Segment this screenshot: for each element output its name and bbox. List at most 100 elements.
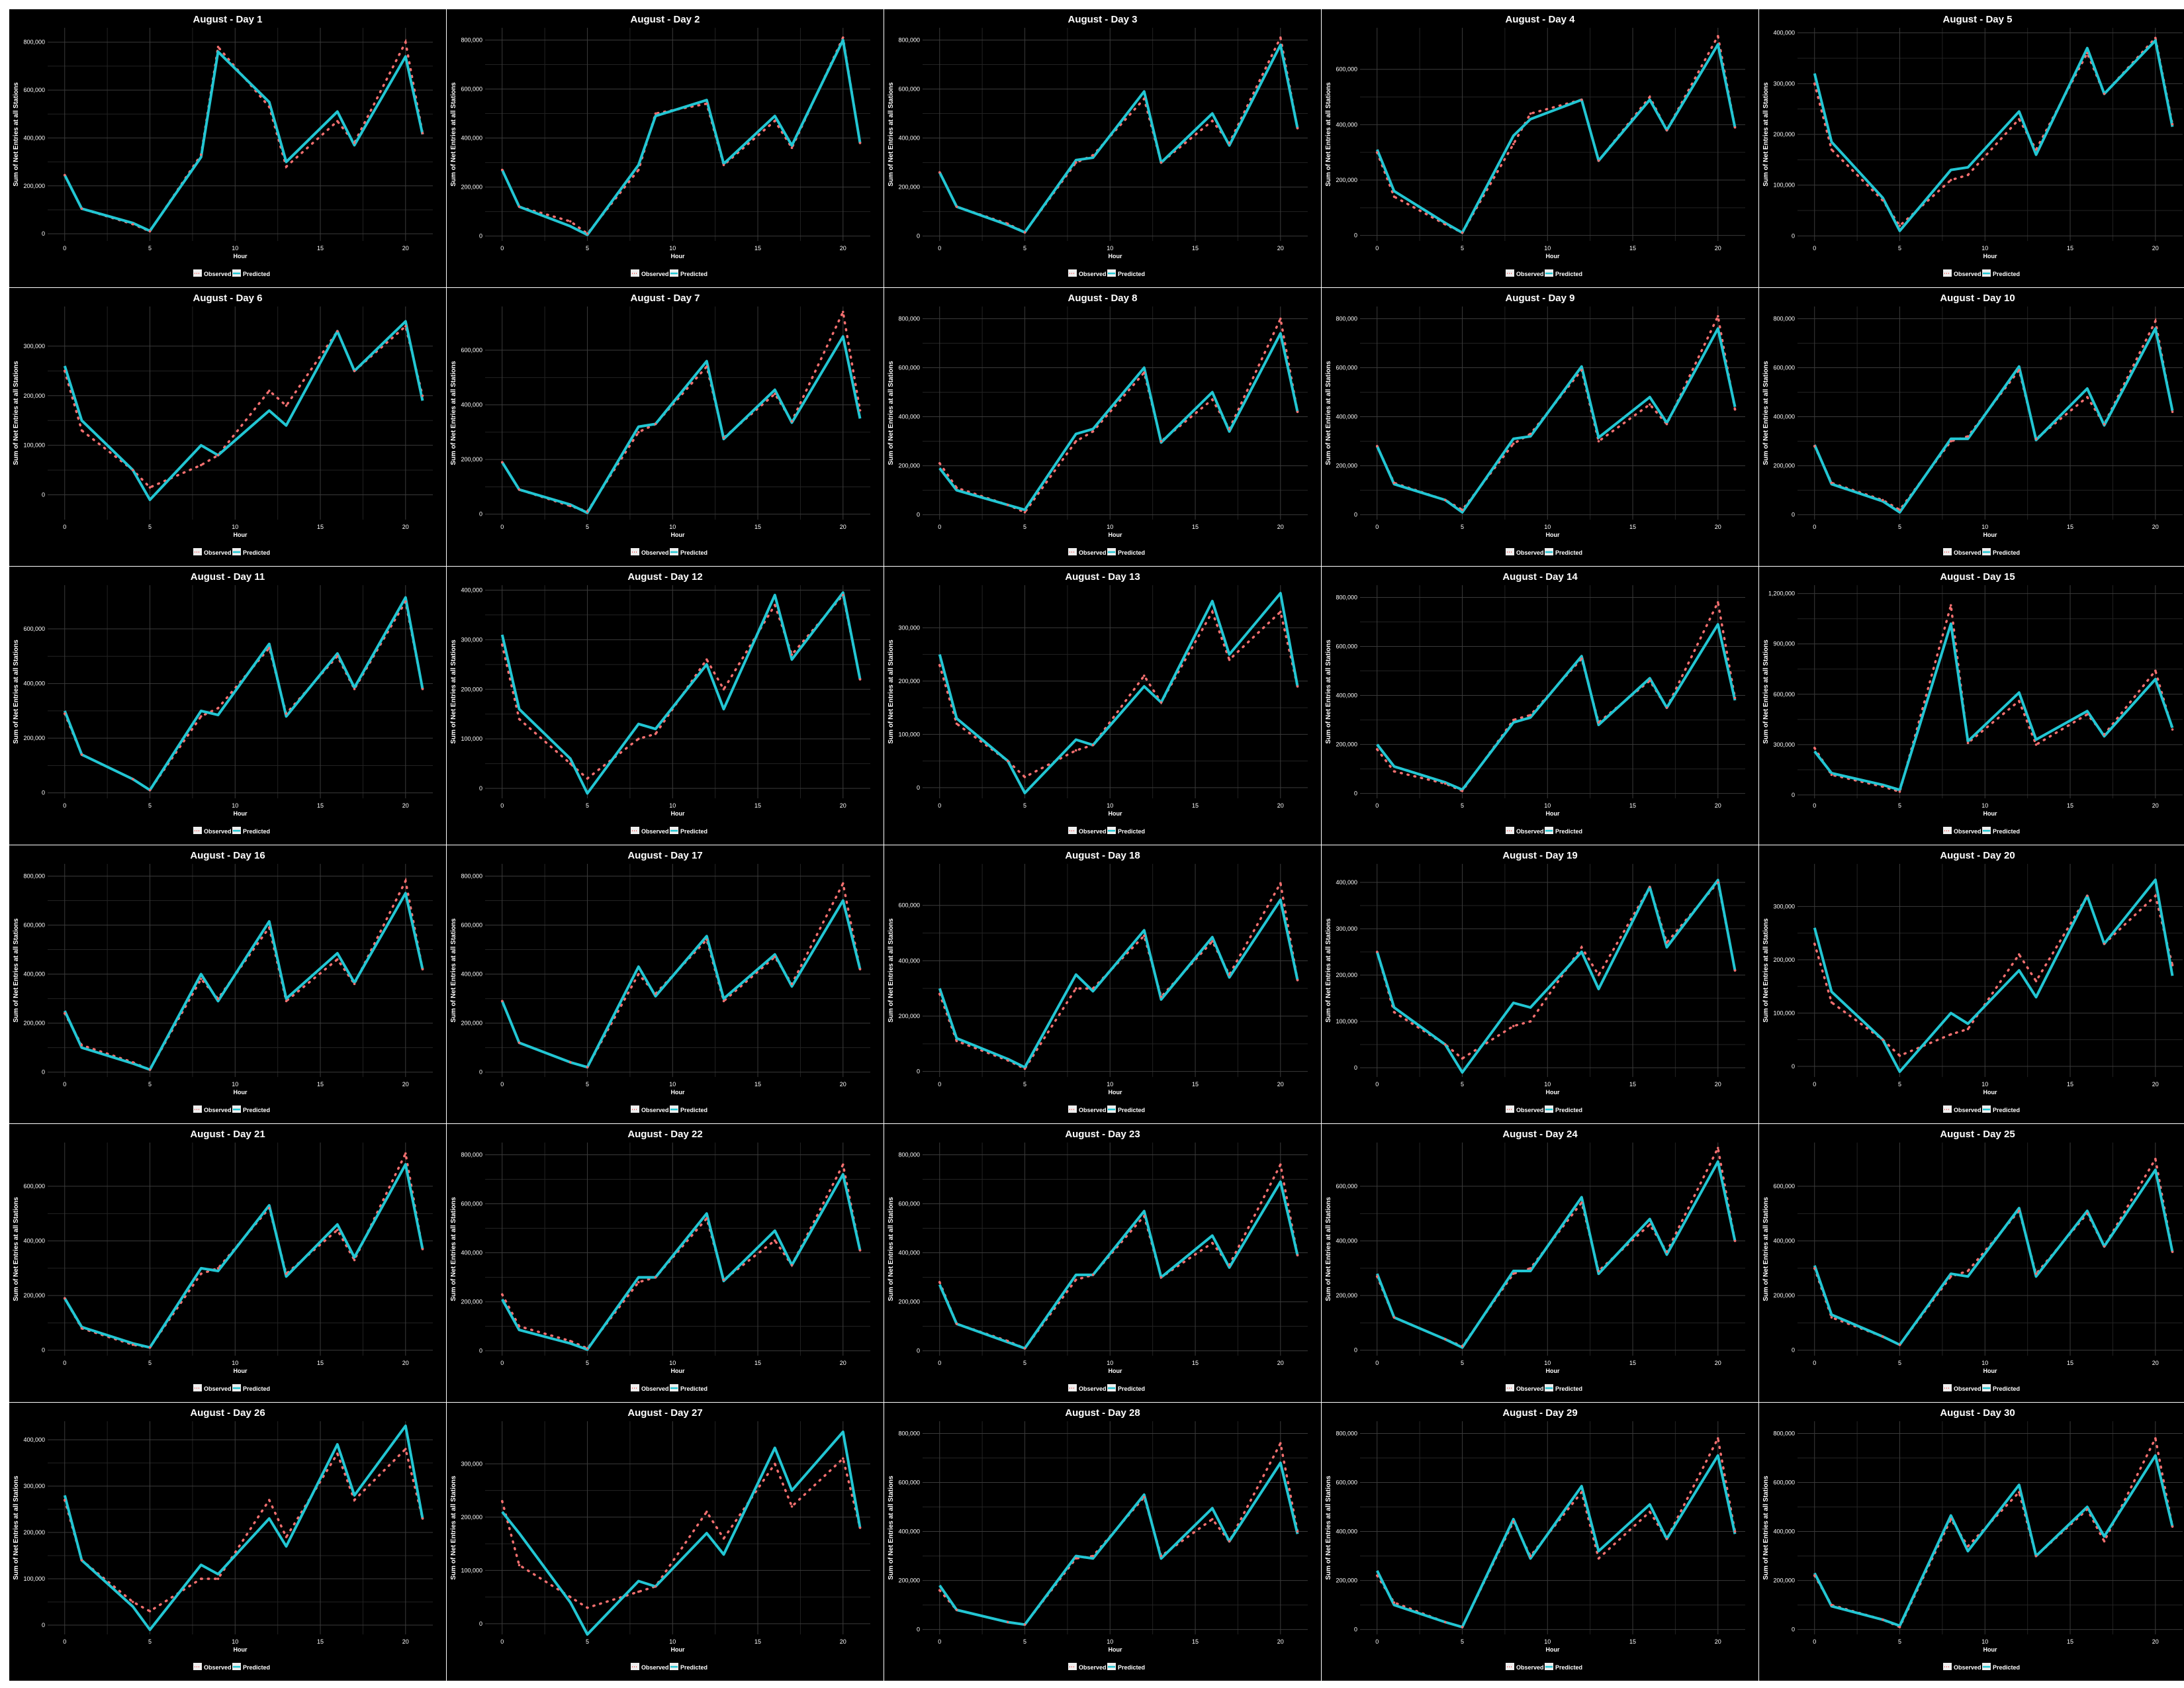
y-tick-label: 400,000 <box>1336 1528 1357 1535</box>
observed-point <box>80 1327 83 1330</box>
x-axis-label: Hour <box>1109 532 1122 538</box>
predicted-series-line <box>1375 43 1737 234</box>
observed-point <box>63 369 66 373</box>
y-tick-label: 300,000 <box>23 1483 45 1489</box>
observed-point <box>1830 773 1833 776</box>
observed-point <box>637 1281 640 1284</box>
chart-title: August - Day 25 <box>1940 1129 2015 1140</box>
y-tick-label: 0 <box>917 512 920 518</box>
y-tick-label: 0 <box>1354 1347 1357 1354</box>
observed-point <box>2017 700 2021 702</box>
observed-point <box>500 643 504 646</box>
observed-point <box>1733 1530 1737 1533</box>
predicted-series-line <box>64 1163 424 1349</box>
x-axis-label: Hour <box>1109 1368 1122 1374</box>
x-tick-label: 20 <box>2152 524 2159 530</box>
chart-panel: August - Day 14 0 5 10 15 20 0 200,000 400,000 60… <box>1322 567 1758 845</box>
legend-observed-label: Observed <box>1516 271 1544 277</box>
x-tick-label: 10 <box>232 1638 238 1645</box>
legend-predicted-label: Predicted <box>680 828 707 835</box>
legend-observed-label: Observed <box>1516 1385 1544 1392</box>
chart-panel: August - Day 12 0 5 10 15 20 0 100,000 200,000 30… <box>447 567 884 845</box>
x-tick-label: 15 <box>2067 1638 2073 1645</box>
y-tick-label: 600,000 <box>461 86 482 93</box>
x-tick-label: 20 <box>2152 1360 2159 1366</box>
observed-point <box>1512 442 1515 445</box>
legend-observed-key <box>1506 827 1514 834</box>
chart-title: August - Day 23 <box>1065 1129 1140 1140</box>
observed-point <box>2171 1525 2174 1528</box>
x-tick-label: 0 <box>500 1360 504 1366</box>
legend-observed-label: Observed <box>204 1107 232 1113</box>
x-tick-label: 0 <box>500 802 504 809</box>
observed-point <box>216 46 220 48</box>
predicted-series-line <box>1375 327 1737 514</box>
y-axis-label: Sum of Net Entries at all Stations <box>1762 918 1770 1023</box>
observed-point <box>1228 1264 1231 1266</box>
x-tick-label: 10 <box>232 245 238 252</box>
legend: Observed Predicted <box>193 1384 270 1392</box>
y-tick-label: 600,000 <box>23 626 45 632</box>
x-tick-label: 5 <box>1461 524 1464 530</box>
legend-observed-label: Observed <box>1954 828 1981 835</box>
predicted-series-line <box>500 899 862 1069</box>
observed-point <box>1665 422 1668 426</box>
panel-background <box>9 9 446 287</box>
y-tick-label: 200,000 <box>23 1292 45 1299</box>
predicted-series-line <box>64 50 424 232</box>
y-tick-label: 400,000 <box>898 1528 920 1535</box>
y-tick-label: 0 <box>479 1069 482 1076</box>
observed-point <box>938 1589 941 1592</box>
legend-observed-key <box>1506 1105 1514 1113</box>
observed-series-line <box>501 33 862 236</box>
x-axis-label: Hour <box>1983 1646 1997 1653</box>
predicted-series-line <box>1376 1454 1737 1628</box>
x-tick-label: 5 <box>1023 1360 1026 1366</box>
legend: Observed Predicted <box>1068 827 1145 835</box>
legend-observed-label: Observed <box>204 549 232 556</box>
legend-observed-key <box>1068 1105 1077 1113</box>
observed-point <box>705 365 708 368</box>
x-axis-label: Hour <box>1983 1368 1997 1374</box>
observed-point <box>1966 741 1970 745</box>
y-tick-label: 200,000 <box>23 1020 45 1027</box>
legend-observed-key <box>1068 269 1077 277</box>
observed-point <box>1142 1215 1146 1217</box>
legend-predicted-label: Predicted <box>1118 271 1145 277</box>
x-tick-label: 10 <box>1107 1360 1113 1366</box>
legend-predicted-label: Predicted <box>1118 1664 1145 1671</box>
observed-point <box>2034 980 2038 982</box>
predicted-series-line <box>63 892 424 1071</box>
y-tick-label: 800,000 <box>1336 594 1357 601</box>
y-tick-label: 600,000 <box>461 347 482 353</box>
legend-observed-key <box>631 269 639 277</box>
x-tick-label: 10 <box>1544 245 1551 252</box>
y-axis-label: Sum of Net Entries at all Stations <box>1325 639 1332 744</box>
x-tick-label: 0 <box>63 1638 66 1645</box>
legend: Observed Predicted <box>631 1663 707 1671</box>
observed-point <box>267 389 271 393</box>
legend: Observed Predicted <box>193 1663 270 1671</box>
observed-point <box>1648 1223 1651 1226</box>
observed-point <box>722 1537 725 1540</box>
chart-title: August - Day 13 <box>1065 571 1140 583</box>
x-axis-label: Hour <box>1546 532 1560 538</box>
x-tick-label: 20 <box>2152 245 2159 252</box>
y-tick-label: 200,000 <box>23 735 45 741</box>
observed-series-line <box>938 314 1299 514</box>
x-tick-label: 0 <box>1375 524 1379 530</box>
y-tick-label: 200,000 <box>461 1020 482 1027</box>
x-tick-label: 20 <box>402 524 409 530</box>
x-tick-label: 20 <box>840 524 846 530</box>
observed-point <box>1665 1250 1668 1253</box>
observed-point <box>2103 92 2106 95</box>
observed-point <box>2085 1212 2089 1215</box>
observed-point <box>1023 1623 1026 1626</box>
y-axis-label: Sum of Net Entries at all Stations <box>13 1476 20 1580</box>
chart-title: August - Day 9 <box>1505 293 1574 304</box>
y-tick-label: 200,000 <box>1336 1577 1357 1584</box>
x-tick-label: 10 <box>1544 1638 1551 1645</box>
observed-point <box>1949 1518 1952 1521</box>
observed-point <box>1898 224 1901 227</box>
